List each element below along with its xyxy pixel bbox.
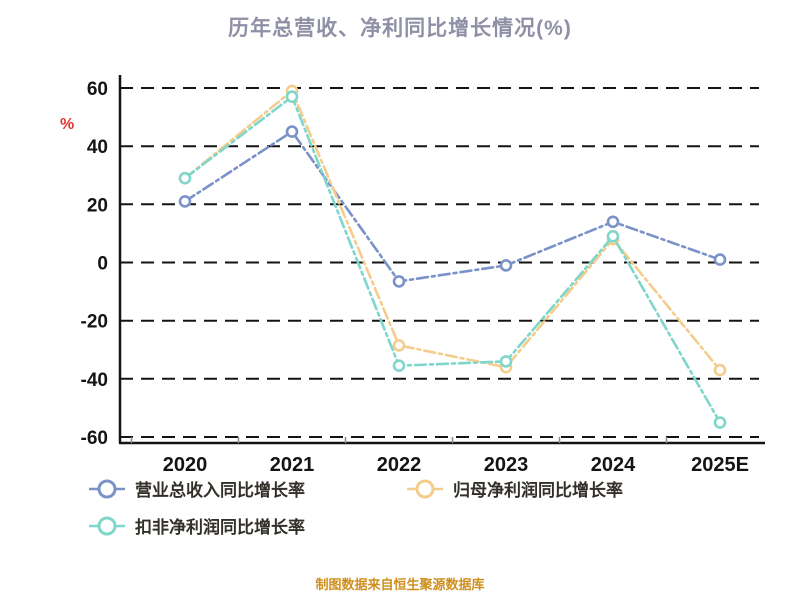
data-point-non-gaap-net-profit-growth-2021 bbox=[285, 90, 299, 103]
data-point-non-gaap-net-profit-growth-2022 bbox=[392, 359, 406, 373]
data-source-note: 制图数据来自恒生聚源数据库 bbox=[315, 577, 485, 592]
y-tick-label: 60 bbox=[87, 79, 108, 100]
legend-marker-revenue-growth bbox=[89, 479, 125, 498]
axes bbox=[118, 75, 765, 445]
data-point-net-profit-growth-2025E bbox=[713, 363, 727, 377]
chart-title: 历年总营收、净利同比增长情况(%) bbox=[228, 17, 572, 40]
data-point-revenue-growth-2021 bbox=[285, 125, 299, 138]
legend: 营业总收入同比增长率 归母净利润同比增长率扣非净利润同比增长率 bbox=[88, 476, 760, 538]
legend-item-revenue-growth[interactable]: 营业总收入同比增长率 bbox=[88, 476, 406, 501]
legend-item-net-profit-growth[interactable]: 归母净利润同比增长率 bbox=[406, 476, 724, 501]
data-point-revenue-growth-2025E bbox=[713, 253, 727, 266]
legend-label-non-gaap-net-profit-growth: 扣非净利润同比增长率 bbox=[135, 518, 305, 537]
data-point-net-profit-growth-2022 bbox=[392, 339, 406, 352]
gridlines bbox=[120, 87, 759, 438]
y-tick-label: 20 bbox=[87, 195, 108, 216]
legend-marker-net-profit-growth bbox=[407, 479, 443, 498]
x-tick-label: 2023 bbox=[484, 454, 529, 476]
y-axis-tick-labels: 60 40 20 0 -20 -40 -60 bbox=[81, 79, 108, 449]
y-axis-unit-label: % bbox=[60, 116, 75, 133]
series-non-gaap-net-profit-growth bbox=[178, 90, 727, 429]
x-tick-label: 2022 bbox=[377, 454, 422, 476]
x-tick-label: 2025E bbox=[691, 454, 749, 476]
y-tick-label: 40 bbox=[87, 137, 108, 158]
data-point-revenue-growth-2024 bbox=[606, 215, 620, 229]
x-tick-label: 2021 bbox=[270, 454, 315, 476]
y-tick-label: -20 bbox=[81, 312, 108, 333]
data-point-revenue-growth-2020 bbox=[178, 195, 192, 208]
x-tick-label: 2020 bbox=[163, 454, 208, 476]
data-point-non-gaap-net-profit-growth-2025E bbox=[713, 416, 727, 429]
legend-label-revenue-growth: 营业总收入同比增长率 bbox=[135, 481, 305, 500]
y-tick-label: 0 bbox=[97, 254, 108, 275]
x-tick-label: 2024 bbox=[591, 454, 636, 476]
series-net-profit-growth bbox=[178, 84, 727, 377]
data-point-non-gaap-net-profit-growth-2024 bbox=[606, 230, 620, 243]
data-point-non-gaap-net-profit-growth-2023 bbox=[499, 355, 513, 368]
x-axis-tick-labels: 2020 2021 2022 2023 2024 2025E bbox=[163, 454, 749, 476]
series-line-non-gaap-net-profit-growth bbox=[183, 95, 722, 424]
data-point-non-gaap-net-profit-growth-2020 bbox=[178, 171, 192, 185]
y-tick-label: -60 bbox=[81, 428, 108, 449]
series-revenue-growth bbox=[178, 125, 727, 288]
data-point-revenue-growth-2022 bbox=[392, 275, 406, 288]
y-tick-label: -40 bbox=[81, 370, 108, 391]
legend-marker-non-gaap-net-profit-growth bbox=[89, 516, 125, 535]
data-point-revenue-growth-2023 bbox=[499, 259, 513, 272]
series-line-revenue-growth bbox=[183, 130, 722, 283]
legend-label-net-profit-growth: 归母净利润同比增长率 bbox=[453, 481, 623, 500]
legend-item-non-gaap-net-profit-growth[interactable]: 扣非净利润同比增长率 bbox=[88, 513, 406, 538]
series-line-net-profit-growth bbox=[183, 89, 722, 372]
